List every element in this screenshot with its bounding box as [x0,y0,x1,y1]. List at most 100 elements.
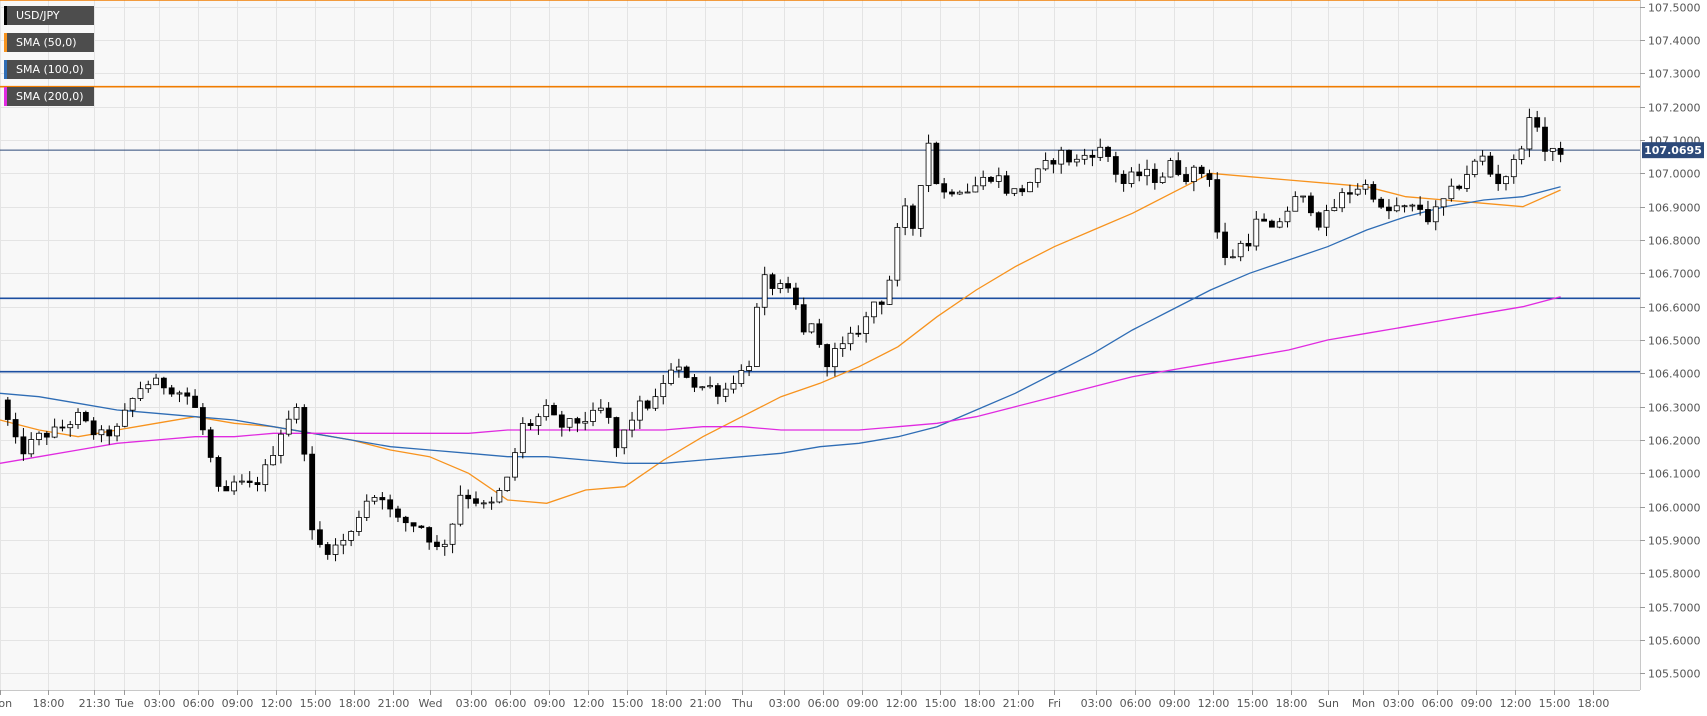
candle-body [1503,176,1509,185]
x-tick-label: 06:00 [183,697,215,710]
candle-body [699,386,706,389]
candle-body [168,387,175,395]
x-tick-label: 06:00 [495,697,527,710]
candle-body [566,418,573,428]
series-line-sma-200-0- [0,296,1561,464]
candle-body [980,176,987,187]
candle-body [332,544,339,555]
candle-body [1050,160,1057,165]
legend-label: SMA (50,0) [16,36,77,49]
grid-lines [0,0,1640,690]
candle-body [722,388,729,397]
x-tick-label: 09:00 [534,697,566,710]
x-tick-label: 18:00 [1578,697,1610,710]
candle-body [121,409,128,427]
x-tick-label: 15:00 [612,697,644,710]
candle-body [379,497,386,501]
x-tick-label: 03:00 [1081,697,1113,710]
y-tick-label: 106.4000 [1648,368,1701,381]
candle-body [785,283,792,289]
x-tick-label: 12:00 [1198,697,1230,710]
candle-body [1339,192,1346,209]
candle-body [20,436,27,455]
candle-body [410,522,417,527]
candle-body [106,429,113,437]
x-tick-label: 09:00 [847,697,879,710]
candle-body [675,366,682,371]
x-tick-label: 06:00 [1120,697,1152,710]
horizontal-levels [0,0,1640,373]
y-tick-label: 107.4000 [1648,35,1701,48]
candle-body [925,142,932,186]
x-tick-label: 09:00 [1159,697,1191,710]
candle-body [512,452,518,478]
candle-body [51,426,58,438]
candles [4,108,1564,562]
x-tick-label: 03:00 [1383,697,1415,710]
x-tick-label: 12:00 [573,697,605,710]
candle-body [465,494,472,500]
candle-body [434,541,440,547]
x-tick-label: 18:00 [964,697,996,710]
legend-swatch [4,6,7,25]
candle-body [1471,160,1478,175]
candle-body [863,316,870,334]
candle-body [1510,159,1517,178]
candle-body [808,323,815,333]
legend-swatch [4,60,7,79]
candle-body [878,301,885,305]
candle-body [1229,256,1236,259]
candle-body [1362,184,1369,190]
candle-body [1409,204,1416,207]
candle-body [738,370,745,385]
candle-body [223,486,230,492]
candle-body [1331,207,1338,212]
candle-body [309,453,316,531]
candle-body [145,384,152,390]
candle-body [832,348,838,368]
candle-body [543,404,550,418]
candle-body [964,191,971,194]
x-tick-label: 15:00 [925,697,957,710]
candle-body [12,419,19,438]
candle-body [1557,147,1564,155]
candle-body [527,423,534,426]
candle-body [1323,210,1330,228]
x-tick-label: 15:00 [1237,697,1269,710]
candle-body [1308,195,1314,214]
x-tick-label: Sun [1318,697,1339,710]
legend-item-sma100[interactable]: SMA (100,0) [4,60,94,79]
candle-body [839,343,846,349]
candle-body [1222,231,1228,258]
candle-body [597,407,604,411]
x-tick-label: 12:00 [261,697,293,710]
candle-body [1105,146,1111,157]
candle-body [496,490,503,503]
candle-body [1378,198,1385,208]
y-tick-label: 107.3000 [1648,68,1701,81]
x-tick-label: 09:00 [222,697,254,710]
legend-item-sma50[interactable]: SMA (50,0) [4,33,94,52]
candle-body [753,306,760,367]
candle-body [1456,185,1463,189]
candle-body [551,404,557,416]
candle-body [894,226,901,281]
candle-body [613,417,620,449]
candle-body [800,304,807,333]
candle-body [574,418,581,424]
candle-body [1112,156,1119,175]
candle-body [1268,220,1275,228]
legend-item-usdjpy[interactable]: USD/JPY [4,6,94,25]
candle-body [1261,218,1267,222]
candle-body [371,497,378,502]
candle-body [1425,209,1431,223]
candle-body [847,332,854,345]
candle-body [1487,155,1494,175]
legend-item-sma200[interactable]: SMA (200,0) [4,87,94,106]
candle-body [504,476,511,491]
candle-body [129,398,136,411]
candle-body [426,527,433,543]
y-tick-label: 106.7000 [1648,268,1701,281]
candle-body [1151,168,1158,183]
candle-body [488,501,495,504]
